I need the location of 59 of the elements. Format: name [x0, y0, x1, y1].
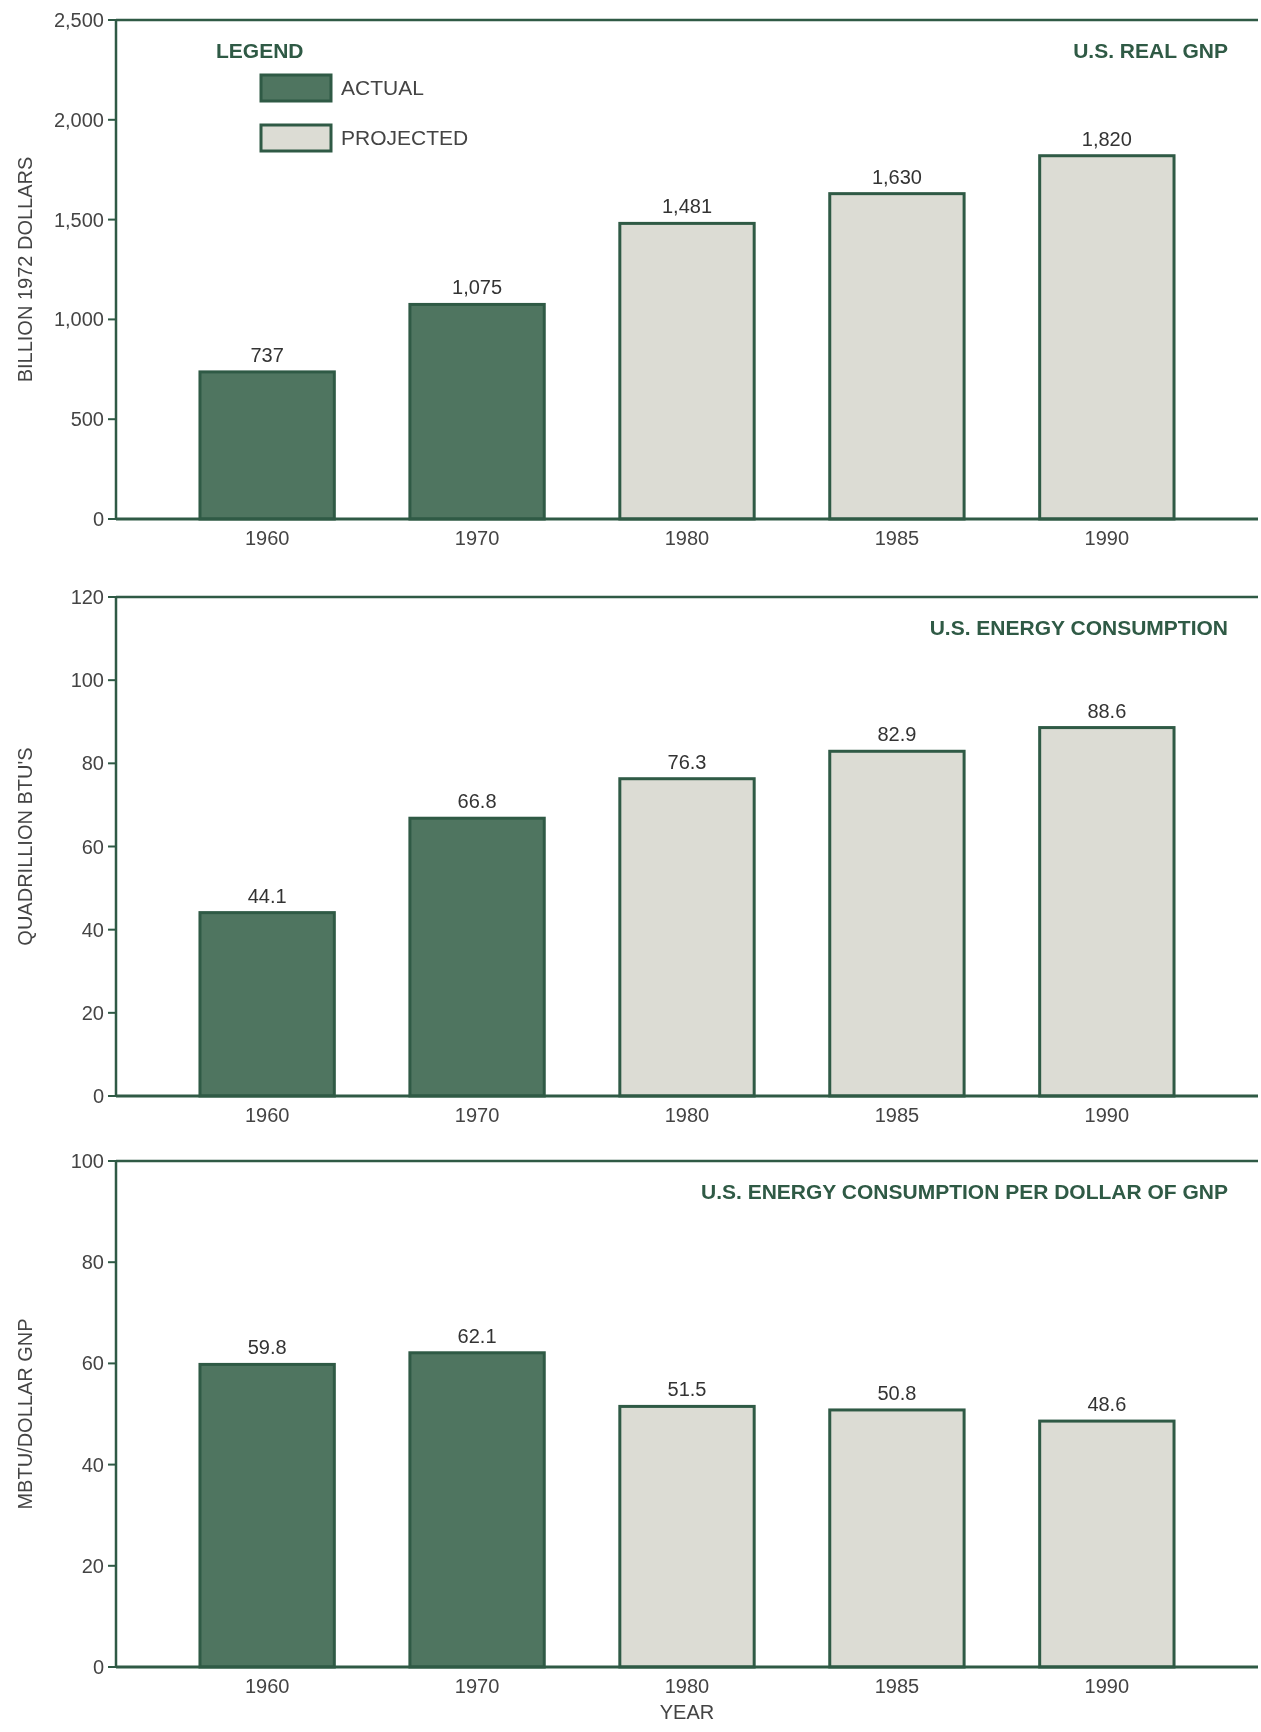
- y-tick-label: 1,000: [53, 308, 104, 331]
- x-tick-label: 1970: [454, 1675, 500, 1697]
- x-tick-label: 1960: [244, 1104, 290, 1126]
- data-label: 59.8: [247, 1336, 287, 1359]
- text: U.S. ENERGY CONSUMPTION PER DOLLAR OF GNP: [701, 1180, 1228, 1203]
- x-tick-label: 1985: [874, 1675, 920, 1697]
- y-tick-label: 100: [70, 1150, 104, 1172]
- y-tick-label: 80: [81, 1251, 104, 1274]
- data-label: 66.8: [457, 790, 497, 813]
- text: U.S. ENERGY CONSUMPTION: [929, 616, 1228, 639]
- text: U.S. REAL GNP: [1073, 39, 1228, 62]
- x-tick-label: 1990: [1084, 527, 1130, 549]
- x-tick-label: 1980: [664, 527, 710, 549]
- x-tick-label: 1990: [1084, 1104, 1130, 1126]
- data-label: 737: [250, 343, 284, 366]
- y-axis-title: BILLION 1972 DOLLARS: [14, 156, 36, 383]
- y-tick-label: 60: [81, 835, 104, 858]
- x-tick-label: 1960: [244, 527, 290, 549]
- x-tick-label: 1990: [1084, 1675, 1130, 1697]
- y-tick-label: 40: [81, 918, 104, 941]
- y-tick-label: 0: [92, 1085, 104, 1107]
- y-tick-label: 20: [81, 1001, 104, 1024]
- data-label: 88.6: [1087, 699, 1127, 722]
- y-axis-title: MBTU/DOLLAR GNP: [14, 1318, 36, 1510]
- y-tick-label: 60: [81, 1352, 104, 1375]
- data-label: 44.1: [247, 884, 287, 907]
- data-label: 82.9: [877, 723, 917, 746]
- y-tick-label: 100: [70, 669, 104, 692]
- y-tick-label: 120: [70, 586, 104, 608]
- data-label: 1,630: [871, 165, 922, 188]
- data-label: 50.8: [877, 1381, 917, 1404]
- data-label: 76.3: [667, 750, 707, 773]
- x-tick-label: 1985: [874, 527, 920, 549]
- y-tick-label: 0: [92, 508, 104, 530]
- data-label: 1,481: [661, 195, 713, 218]
- data-label: 48.6: [1087, 1393, 1127, 1416]
- x-tick-label: 1980: [664, 1675, 710, 1697]
- y-tick-label: 80: [81, 752, 104, 775]
- y-tick-label: 40: [81, 1453, 104, 1476]
- x-tick-label: 1970: [454, 1104, 500, 1126]
- data-label: 1,075: [452, 276, 503, 299]
- x-axis-title: YEAR: [659, 1701, 715, 1723]
- x-tick-label: 1985: [874, 1104, 920, 1126]
- y-tick-label: 2,500: [53, 9, 104, 31]
- y-axis-title: QUADRILLION BTU'S: [14, 747, 36, 946]
- data-label: 62.1: [457, 1324, 497, 1347]
- legend-label: ACTUAL: [341, 76, 424, 100]
- legend-label: PROJECTED: [341, 126, 469, 150]
- y-tick-label: 20: [81, 1554, 104, 1577]
- y-tick-label: 0: [92, 1656, 104, 1678]
- legend-title: LEGEND: [216, 39, 304, 62]
- y-tick-label: 500: [70, 408, 104, 431]
- data-label: 51.5: [667, 1378, 707, 1401]
- data-label: 1,820: [1081, 127, 1132, 150]
- x-tick-label: 1960: [244, 1675, 290, 1697]
- x-tick-label: 1970: [454, 527, 500, 549]
- x-tick-label: 1980: [664, 1104, 710, 1126]
- y-tick-label: 1,500: [53, 208, 104, 231]
- y-tick-label: 2,000: [53, 108, 104, 131]
